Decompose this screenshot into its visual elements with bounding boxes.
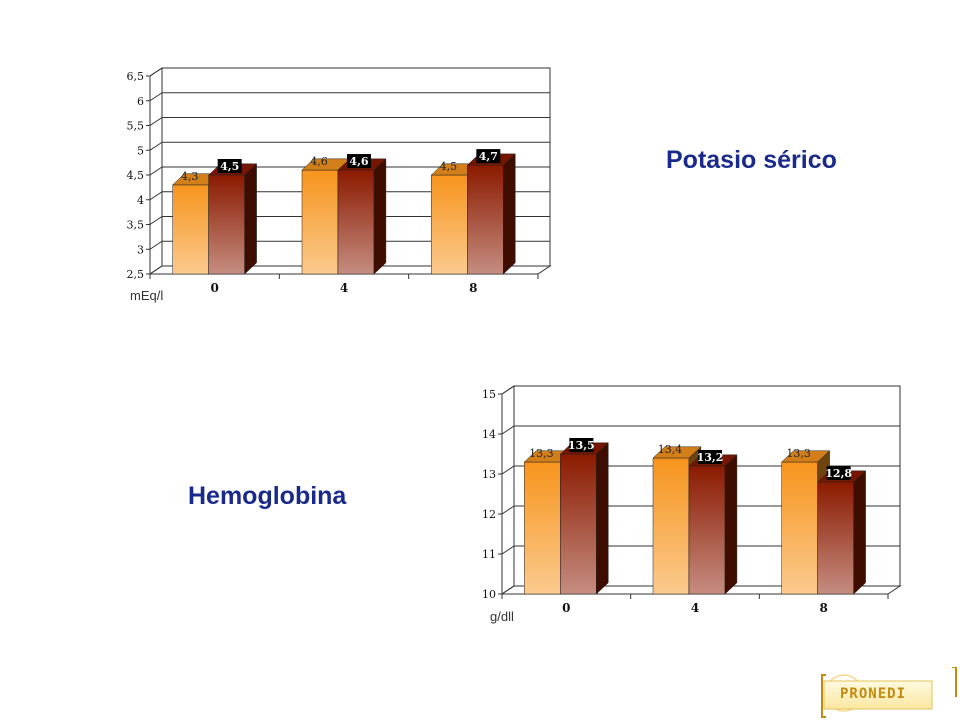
y-tick-label: 6 [137,95,144,108]
y-tick-label: 4,5 [127,169,145,182]
plot-side-wall [501,385,515,595]
x-tick-label: 8 [819,601,827,615]
gridline-side [501,465,515,475]
y-tick-label: 11 [482,548,496,561]
value-label-bg [476,149,501,164]
y-tick-label: 4 [137,194,144,207]
bar-h-s1-c0 [559,442,609,595]
x-tick-label: 4 [691,601,699,615]
bar-h-s1-c1 [688,454,738,595]
value-label-bg [826,466,851,480]
y-tick-label: 2,5 [127,268,145,281]
value-label: 4,5 [220,160,239,173]
y-tick-label: 13 [482,468,496,481]
gridline-side [501,385,515,395]
bar-k-s1-c1 [337,158,387,275]
gridline-side [149,240,163,250]
gridline-side [501,545,515,555]
x-tick-label: 4 [340,281,348,295]
gridline-side [149,166,163,176]
hemoglobina-unit-label: g/dll [490,609,514,624]
gridline-side [149,141,163,151]
y-tick-label: 14 [482,428,496,441]
bar-h-s1-c2 [817,470,867,595]
y-tick-label: 10 [482,588,496,601]
value-label: 13,3 [529,447,554,460]
potasio-chart: 2,5 3 3,5 4 4,5 5 5,5 6 6,5 4,3 4,5 0 4,6 4,6 4 4,5 4,7 8 [127,67,552,295]
value-label: 13,4 [658,443,683,456]
y-tick-label: 3,5 [127,219,145,232]
value-label-bg [698,450,722,464]
gridline-side [501,505,515,515]
potasio-title: Potasio sérico [666,146,837,174]
hemoglobina-title: Hemoglobina [188,482,347,510]
value-label: 4,5 [440,160,458,173]
x-tick-label: 8 [469,281,477,295]
gridline-side [149,117,163,126]
gridline-side [149,191,163,201]
value-label: 13,2 [697,451,724,464]
y-tick-label: 12 [482,508,496,521]
value-label: 4,7 [479,150,498,163]
gridline-side [149,67,163,77]
pronedi-logo [821,667,957,718]
gridline-side [149,216,163,225]
y-tick-label: 6,5 [127,70,145,83]
value-label: 4,6 [310,155,328,168]
y-tick-label: 5,5 [127,120,145,133]
value-label-bg [347,154,371,169]
potasio-unit-label: mEq/l [130,288,164,303]
value-label: 4,6 [349,155,368,168]
hemoglobina-chart: 10 11 12 13 14 15 13,3 13,5 0 13,4 13,2 4 13,3 12,8 8 [482,385,902,615]
x-tick-label: 0 [210,281,218,295]
value-label: 13,3 [786,447,811,460]
y-tick-label: 3 [137,243,144,256]
value-label: 13,5 [568,439,595,452]
value-label-bg [217,159,242,173]
value-label: 12,8 [825,467,852,480]
y-tick-label: 5 [137,144,144,157]
bar-k-s1-c0 [208,163,258,275]
pronedi-logo-text: PRONEDI [840,686,907,702]
gridline-side [149,92,163,102]
gridline-side [501,585,515,595]
gridline-side [149,265,163,275]
gridline-side [501,425,515,435]
x-tick-label: 0 [562,601,570,615]
value-label: 4,3 [181,170,199,183]
y-tick-label: 15 [482,388,496,401]
value-label-bg [569,438,594,452]
bar-k-s1-c2 [466,153,516,275]
